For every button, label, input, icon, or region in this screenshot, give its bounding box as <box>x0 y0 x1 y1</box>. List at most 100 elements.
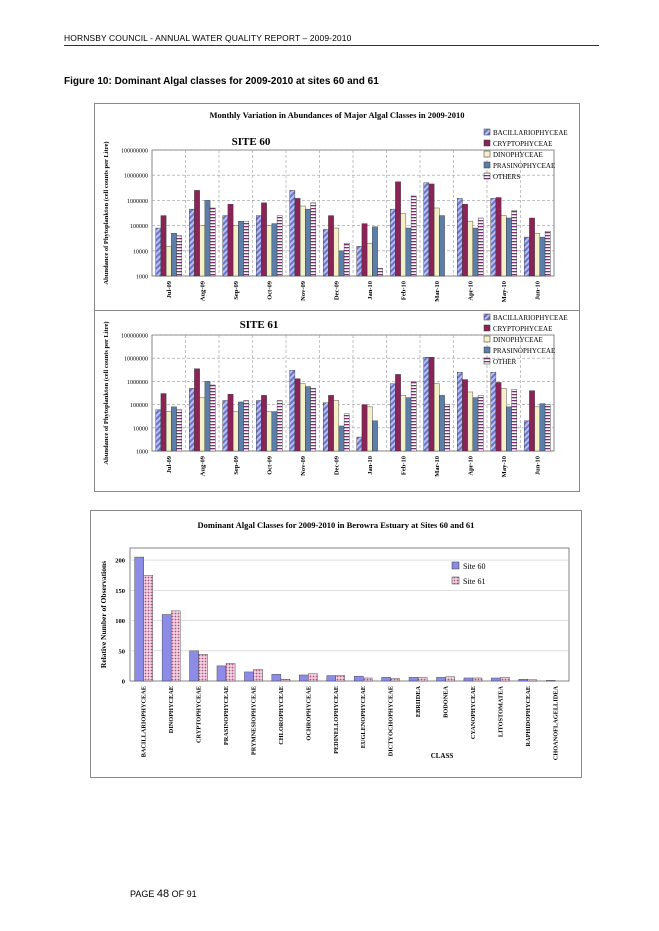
chart-subtitle-s60: SITE 60 <box>232 136 271 148</box>
legend-label-s61: CRYPTOPHYCEAE <box>493 325 552 333</box>
x-tick-label-dom: OCHROPHYCEAE <box>305 686 312 741</box>
x-tick-label-s61: Jan-10 <box>367 456 374 475</box>
bar-site-61-pedinellophyceae <box>335 675 346 682</box>
bar-dinophyceae-feb-10 <box>400 213 407 277</box>
x-tick-label-dom: BODONEA <box>443 686 450 718</box>
y-tick-label-dom: 100 <box>115 618 125 625</box>
legend-swatch-dom <box>451 576 460 585</box>
legend-label-dom: Site 60 <box>463 562 485 571</box>
bar-dinophyceae-dec-09 <box>333 400 340 452</box>
bar-cryptophyceae-jul-09 <box>160 215 167 277</box>
bar-dinophyceae-dec-09 <box>333 227 340 277</box>
bar-cryptophyceae-nov-09 <box>294 378 301 452</box>
bar-bacillariophyceae-nov-09 <box>289 370 296 452</box>
bar-cryptophyceae-mar-10 <box>428 183 435 277</box>
x-tick-label-s60: Oct-09 <box>266 280 273 300</box>
bar-prasinophyceae-dec-09 <box>338 425 345 452</box>
x-tick-label-s60: Jun-10 <box>534 281 541 300</box>
x-tick-label-s61: Apr-10 <box>467 456 474 476</box>
legend-label-s60: OTHERS <box>493 173 520 181</box>
legend-swatch-dom <box>451 561 460 570</box>
bar-prasinophyceae-aug-09 <box>204 381 211 452</box>
figure-caption: Figure 10: Dominant Algal classes for 20… <box>64 76 379 87</box>
bar-other-sep-09 <box>243 400 250 452</box>
bar-other-jul-09 <box>176 409 183 452</box>
bar-bacillariophyceae-feb-10 <box>389 208 396 277</box>
bar-prasinophyceae-apr-10 <box>472 227 479 277</box>
bar-dinophyceae-mar-10 <box>433 207 440 277</box>
bar-prasinophyceae-jun-10 <box>539 403 546 452</box>
y-tick-label-s60: 1000 <box>136 275 148 281</box>
x-tick-label-s60: Jan-10 <box>367 281 374 300</box>
x-tick-label-dom: RAPHIDOPHYCEAE <box>525 686 532 747</box>
legend-swatch-s61 <box>483 346 491 354</box>
y-tick-label-s60: 1000000 <box>127 199 148 205</box>
x-tick-label-dom: CYANOPHYCEAE <box>470 686 477 739</box>
bar-site-61-litostomatea <box>500 677 510 682</box>
bar-site-61-cyanophyceae <box>472 677 483 682</box>
bar-bacillariophyceae-oct-09 <box>255 400 262 452</box>
x-tick-label-s61: Dec-09 <box>333 455 340 475</box>
bar-dinophyceae-nov-09 <box>299 383 306 452</box>
bar-dinophyceae-jan-10 <box>366 243 373 277</box>
y-tick-label-s60: 100000 <box>130 224 148 230</box>
bar-others-feb-10 <box>410 195 417 277</box>
legend-swatch-s61 <box>483 335 491 343</box>
bar-prasinophyceae-sep-09 <box>238 401 244 452</box>
bar-bacillariophyceae-apr-10 <box>456 198 463 277</box>
bar-other-mar-10 <box>444 404 451 452</box>
y-tick-label-s61: 10000 <box>133 426 148 432</box>
bar-site-60-dinophyceae <box>161 614 172 682</box>
bar-dinophyceae-apr-10 <box>467 220 474 277</box>
chart-site60-panel: 1000 10000 100000 1000000 10000000 100000000 J… <box>94 103 580 313</box>
bar-prasinophyceae-aug-09 <box>204 200 211 277</box>
bar-bacillariophyceae-mar-10 <box>423 357 430 452</box>
bar-cryptophyceae-apr-10 <box>462 379 468 452</box>
bar-site-61-dictyochophyceae <box>390 678 400 682</box>
x-tick-label-dom: CHLOROPHYCEAE <box>278 686 285 745</box>
bar-others-jul-09 <box>176 235 183 277</box>
legend-label-s61: DINOPHYCEAE <box>493 336 543 344</box>
bar-cryptophyceae-jun-10 <box>529 390 535 452</box>
bar-site-60-ochrophyceae <box>299 674 309 682</box>
bar-others-aug-09 <box>209 207 216 277</box>
bar-others-sep-09 <box>243 220 250 277</box>
bar-dinophyceae-mar-10 <box>433 383 440 452</box>
x-tick-label-dom: LITOSTOMATEA <box>497 686 504 738</box>
bar-prasinophyceae-dec-09 <box>338 250 345 277</box>
bar-dinophyceae-jul-09 <box>165 246 172 277</box>
bar-dinophyceae-feb-10 <box>400 395 407 452</box>
bar-dinophyceae-may-10 <box>500 215 507 277</box>
bar-others-may-10 <box>511 210 518 277</box>
legend-label-s60: CRYPTOPHYCEAE <box>493 140 552 148</box>
x-tick-label-dom: DICTYOCHOPHYCEAE <box>388 686 395 756</box>
bar-others-nov-09 <box>310 202 317 277</box>
x-tick-label-s61: Oct-09 <box>266 455 273 475</box>
bar-site-61-ochrophyceae <box>308 673 318 682</box>
x-tick-label-s60: Apr-10 <box>467 281 474 301</box>
y-tick-label-dom: 50 <box>119 648 126 655</box>
bar-site-60-euglenophyceae <box>353 675 364 682</box>
bar-bacillariophyceae-nov-09 <box>289 190 296 277</box>
bar-other-aug-09 <box>209 384 216 452</box>
footer-prefix: PAGE <box>130 889 155 899</box>
bar-site-60-ebriidea <box>408 677 419 682</box>
bar-others-jun-10 <box>544 230 551 277</box>
page-footer: PAGE 48 OF 91 <box>130 888 197 900</box>
bar-others-dec-09 <box>343 243 350 277</box>
bar-prasinophyceae-nov-09 <box>305 208 311 277</box>
legend-swatch-s60 <box>483 150 491 158</box>
bar-site-61-raphidophyceae <box>527 679 538 682</box>
bar-prasinophyceae-jun-10 <box>539 236 546 277</box>
bar-bacillariophyceae-jan-10 <box>356 246 363 277</box>
bar-cryptophyceae-jan-10 <box>361 404 368 452</box>
x-tick-label-dom: CRYPTOPHYCEAE <box>196 686 203 743</box>
chart-site61-panel: 1000 10000 100000 1000000 10000000 100000000 J… <box>94 310 580 492</box>
y-tick-label-dom: 0 <box>122 679 125 686</box>
y-tick-label-s61: 1000 <box>136 450 148 456</box>
bar-prasinophyceae-apr-10 <box>472 397 479 452</box>
bar-prasinophyceae-may-10 <box>506 217 512 277</box>
bar-site-61-euglenophyceae <box>363 677 373 682</box>
x-tick-label-dom: EBRIIDEA <box>415 686 422 718</box>
x-tick-label-s60: Sep-09 <box>233 280 240 300</box>
